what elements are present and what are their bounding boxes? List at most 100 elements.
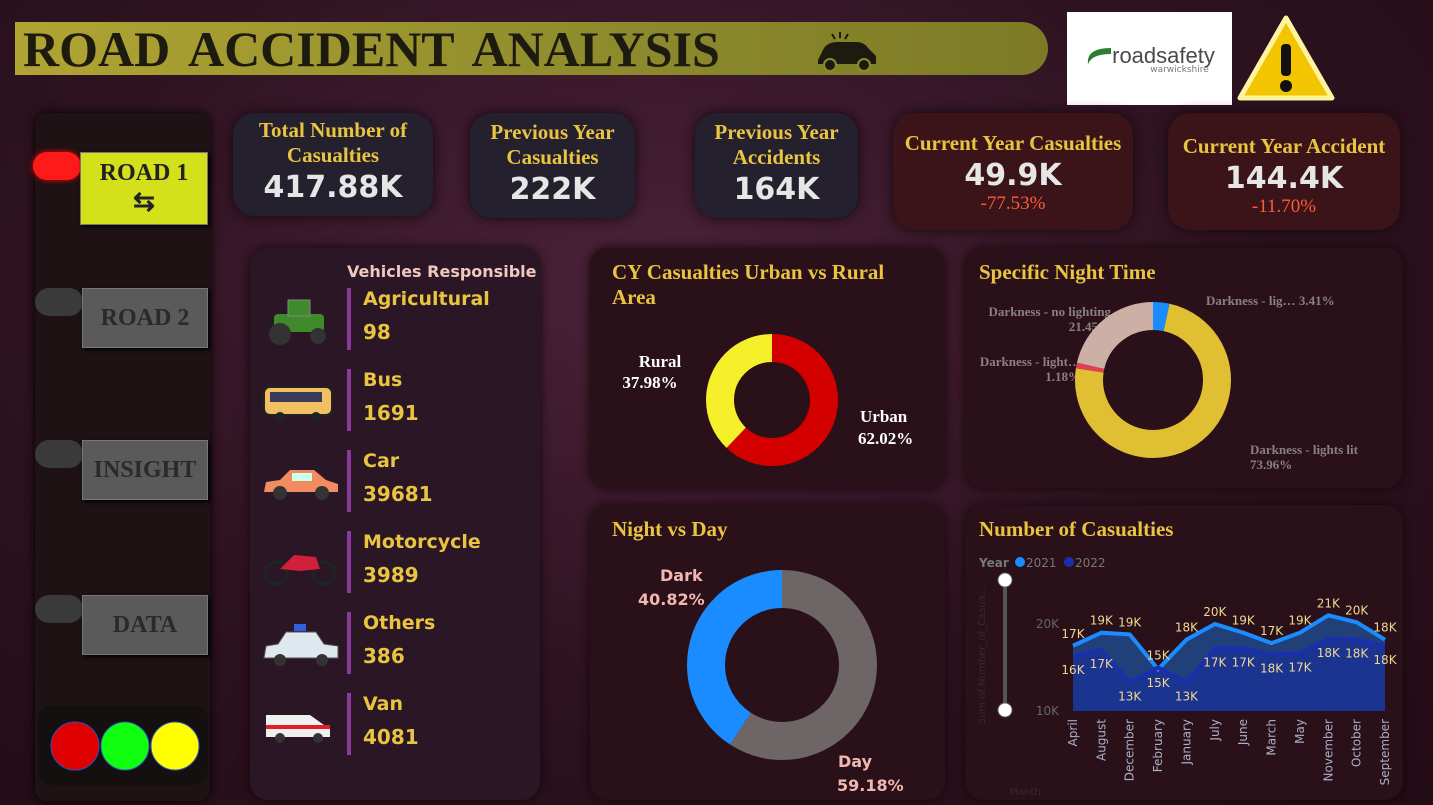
label-lights-lit: Darkness - lights lit: [1250, 442, 1359, 457]
nav-road2-button[interactable]: ROAD 2: [82, 288, 208, 348]
nav-data-label: DATA: [112, 611, 178, 638]
nav-road1-label: ROAD 1: [99, 160, 189, 186]
data-label-2021: 17K: [1260, 624, 1284, 638]
slice-no-lighting[interactable]: [1075, 302, 1231, 458]
vehicle-name: Others: [363, 612, 436, 634]
kpi-value: 222K: [509, 172, 596, 207]
nav-road1-button[interactable]: ROAD 1 ⇆: [80, 152, 208, 225]
kpi-current-year-accident: Current Year Accident 144.4K -11.70%: [1168, 113, 1400, 230]
x-tick-label: February: [1151, 719, 1165, 772]
x-axis-label: Month: [1009, 787, 1040, 798]
label-lig: Darkness - lig… 3.41%: [1206, 293, 1335, 308]
kpi-current-year-casualties: Current Year Casualties 49.9K -77.53%: [893, 113, 1133, 230]
crashed-car-icon: [818, 32, 876, 72]
vehicle-count: 1691: [363, 401, 419, 425]
data-label-2021: 17K: [1061, 627, 1085, 641]
logo-subtext: warwickshire: [1150, 64, 1209, 75]
vehicles-title: Vehicles Responsible: [347, 262, 537, 281]
vehicle-count: 39681: [363, 482, 433, 506]
data-label-2021: 21K: [1317, 596, 1341, 610]
data-label-2022: 17K: [1288, 661, 1312, 675]
data-label-2022: 18K: [1317, 646, 1341, 660]
car-icon: [264, 470, 338, 500]
legend-2021[interactable]: 2021: [1026, 556, 1057, 570]
legend-2022-marker: [1064, 557, 1074, 567]
range-slider-track[interactable]: [1003, 580, 1007, 710]
label-light-unlit: Darkness - light…: [980, 354, 1081, 369]
tractor-icon: [269, 299, 326, 345]
night-time-panel: Specific Night Time Darkness - lig… 3.41…: [965, 248, 1403, 488]
data-label-2022: 18K: [1260, 661, 1284, 675]
divider: [347, 531, 351, 593]
x-tick-label: August: [1094, 719, 1108, 761]
page-title: ROAD ACCIDENT ANALYSIS: [23, 20, 720, 77]
urban-rural-panel: CY Casualties Urban vs Rural Area Rural …: [590, 248, 945, 488]
y-axis-label: Sum of Number_of_Casua...: [977, 586, 988, 725]
label-no-lighting: Darkness - no lighting: [989, 304, 1112, 319]
label-day: Day: [838, 752, 873, 771]
range-slider-handle-top[interactable]: [997, 572, 1013, 588]
vehicle-count: 98: [363, 320, 391, 344]
urban-rural-donut: Rural 37.98% Urban 62.02%: [622, 334, 913, 466]
vehicle-name: Van: [363, 693, 404, 715]
label-urban: Urban: [860, 407, 908, 426]
value-dark: 40.82%: [638, 590, 705, 609]
chart-title: Night vs Day: [612, 517, 728, 541]
vehicle-count: 4081: [363, 725, 419, 749]
x-tick-label: September: [1378, 719, 1392, 785]
vehicle-name: Car: [363, 450, 400, 472]
indicator: [35, 440, 83, 468]
data-label-2021: 18K: [1373, 621, 1397, 635]
divider: [347, 612, 351, 674]
slice-rural[interactable]: [706, 334, 838, 466]
value-rural: 37.98%: [622, 373, 677, 392]
label-dark: Dark: [660, 566, 703, 585]
traffic-light-icon: [50, 721, 200, 771]
vehicle-name: Agricultural: [363, 288, 490, 310]
kpi-delta: -11.70%: [1251, 196, 1317, 217]
nav-data-button[interactable]: DATA: [82, 595, 208, 655]
data-label-2021: 19K: [1090, 614, 1114, 628]
y-tick-label: 20K: [1036, 617, 1060, 631]
night-vs-day-panel: Night vs Day Dark 40.82% Day 59.18%: [590, 505, 945, 800]
kpi-value: 49.9K: [964, 158, 1062, 193]
divider: [347, 450, 351, 512]
x-tick-label: July: [1208, 719, 1222, 742]
van-icon: [266, 715, 330, 743]
legend-2022[interactable]: 2022: [1075, 556, 1106, 570]
casualties-panel: Number of Casualties Year 2021 2022 Sum …: [965, 505, 1403, 800]
kpi-label: Total Number of Casualties: [258, 118, 408, 167]
slice-lights-lit[interactable]: [1075, 302, 1231, 458]
night-time-donut: Darkness - lig… 3.41% Darkness - no ligh…: [980, 293, 1359, 472]
data-label-2022: 18K: [1345, 647, 1369, 661]
vehicle-name: Bus: [363, 369, 403, 391]
range-slider-handle-bottom[interactable]: [997, 702, 1013, 718]
data-label-2021: 20K: [1345, 603, 1369, 617]
active-indicator: [33, 152, 81, 180]
vehicle-count: 386: [363, 644, 405, 668]
data-label-2021: 19K: [1232, 614, 1256, 628]
casualties-area-chart: Year 2021 2022 Sum of Number_of_Casua...…: [977, 556, 1398, 798]
indicator: [35, 288, 83, 316]
motorcycle-icon: [263, 555, 337, 586]
kpi-delta: -77.53%: [980, 193, 1046, 214]
area-2022: [1073, 638, 1385, 711]
vehicle-motorcycle: Motorcycle 3989: [250, 531, 540, 597]
nav-road2-label: ROAD 2: [100, 304, 190, 331]
data-label-2021: 15K: [1147, 649, 1171, 663]
vehicle-agricultural: Agricultural 98: [250, 288, 540, 354]
route-arrows-icon: ⇆: [133, 187, 155, 216]
x-tick-label: March: [1265, 719, 1279, 756]
kpi-value: 164K: [733, 172, 820, 207]
line-2022: [1072, 636, 1386, 685]
slice-dark[interactable]: [687, 570, 877, 760]
line-2021: [1072, 613, 1387, 673]
data-label-2022: 13K: [1118, 689, 1142, 703]
night-vs-day-donut: Dark 40.82% Day 59.18%: [638, 566, 904, 795]
divider: [347, 369, 351, 431]
logo-text: roadsafety: [1112, 42, 1215, 68]
kpi-label: Previous Year Accidents: [714, 120, 839, 169]
nav-insight-button[interactable]: INSIGHT: [82, 440, 208, 500]
chart-title: Number of Casualties: [979, 517, 1174, 541]
title-banner: ROAD ACCIDENT ANALYSIS: [15, 20, 1048, 77]
